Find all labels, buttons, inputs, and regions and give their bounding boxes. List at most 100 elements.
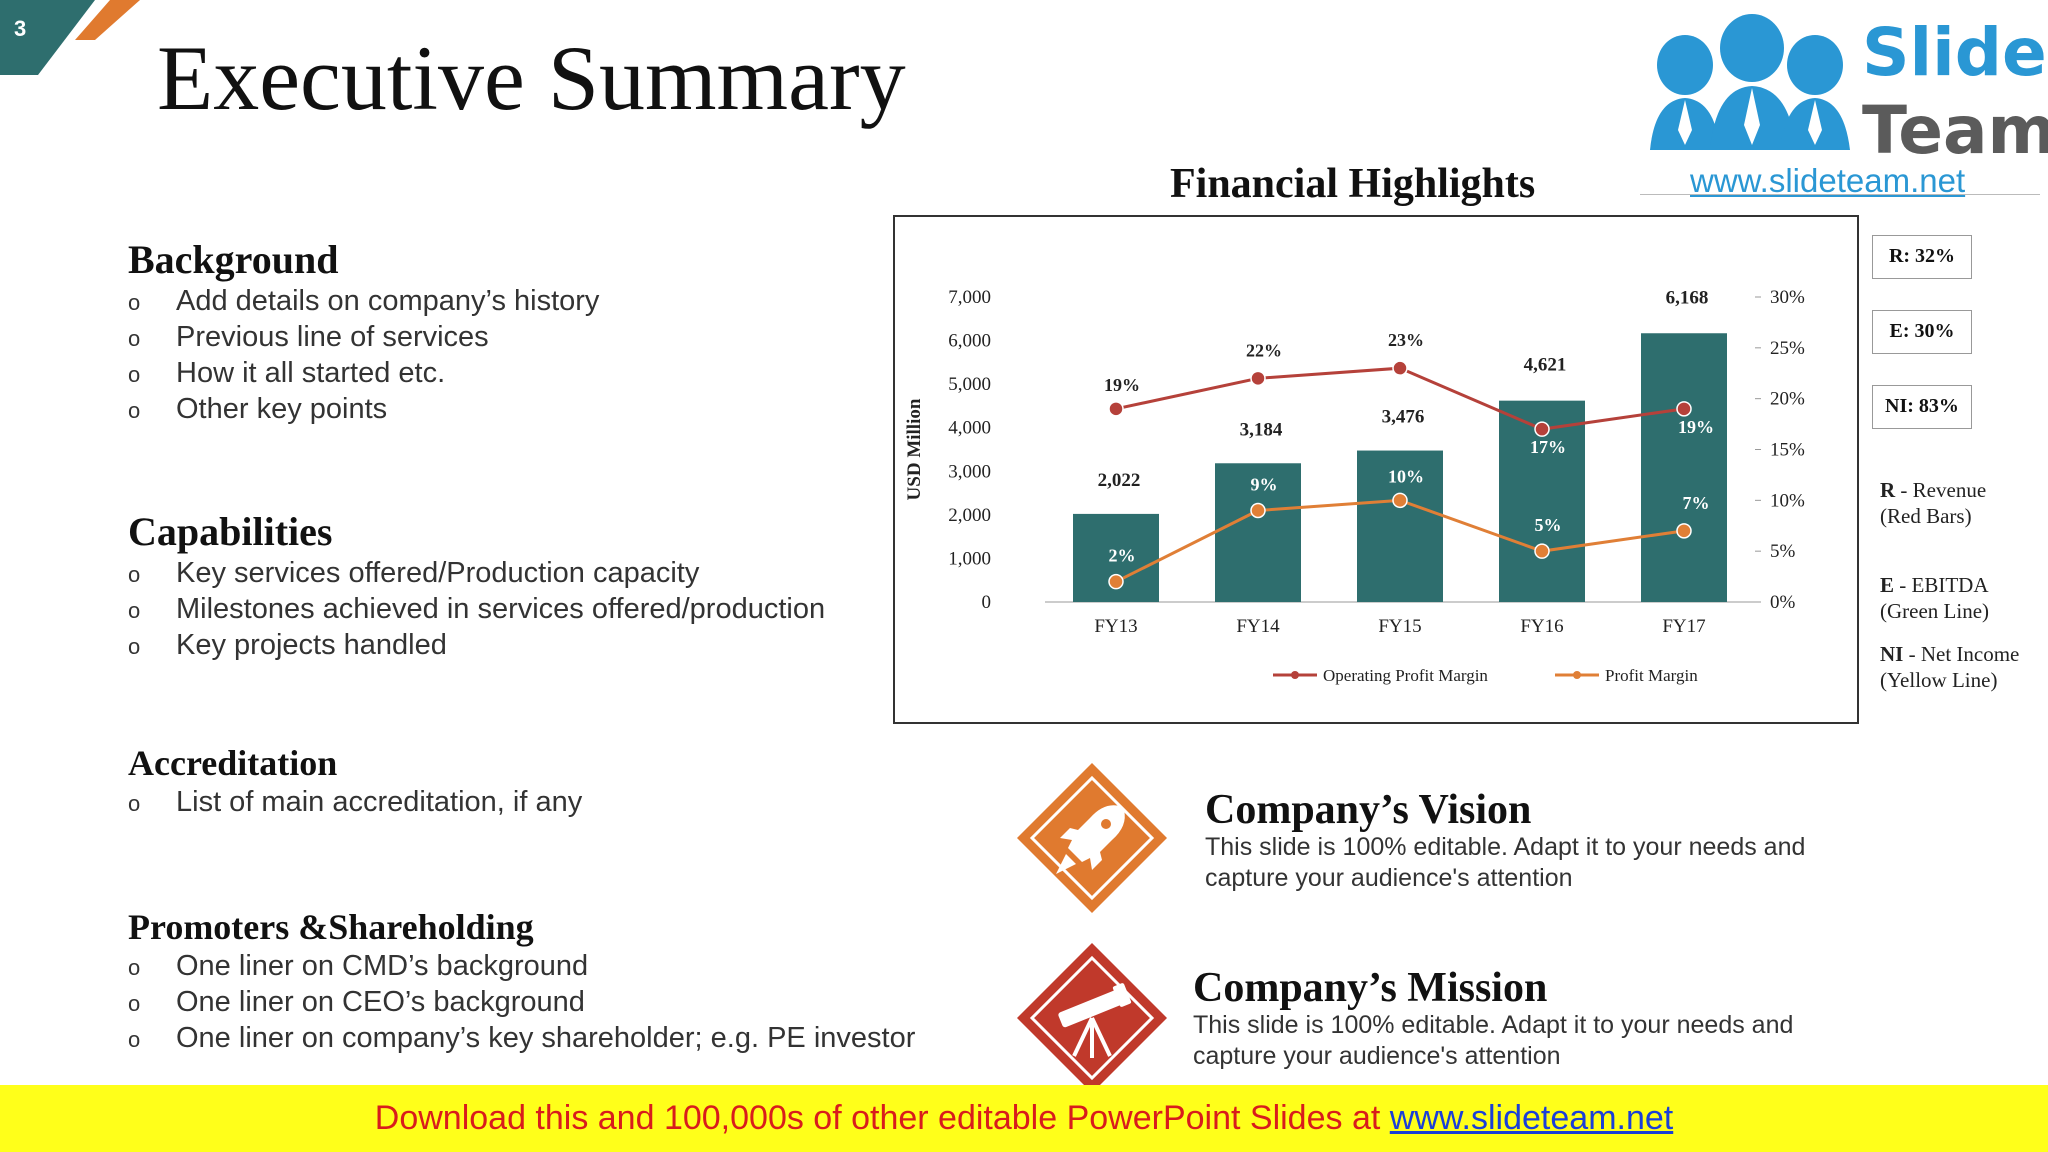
vision-title: Company’s Vision: [1205, 787, 1532, 833]
line-value-label: 23%: [1388, 330, 1424, 350]
bar-value-label: 2,022: [1098, 470, 1141, 491]
y2-tick-label: 10%: [1770, 490, 1805, 511]
y2-tick-label: 5%: [1770, 541, 1796, 562]
bar-value-label: 6,168: [1666, 287, 1709, 308]
logo-word-slide: Slide: [1862, 14, 2047, 91]
section-title: Capabilities: [128, 509, 333, 554]
series-point: [1676, 523, 1692, 539]
logo-url-link[interactable]: www.slideteam.net: [1690, 162, 1966, 199]
list-item: o Key projects handled: [128, 627, 825, 663]
series-point: [1392, 492, 1408, 509]
list-item: o How it all started etc.: [128, 355, 599, 391]
banner-text: Download this and 100,000s of other edit…: [374, 1099, 1390, 1137]
list-item: o One liner on CMD’s background: [128, 948, 915, 984]
section-capabilities: Capabilities o Key services offered/Produ…: [128, 508, 825, 663]
y-tick-label: 3,000: [948, 461, 991, 482]
list-item: o Key services offered/Production capacit…: [128, 555, 825, 591]
y-tick-label: 7,000: [948, 287, 991, 308]
bullet-list: o Key services offered/Production capacit…: [128, 555, 825, 663]
series-point: [1108, 573, 1124, 590]
list-item: o One liner on company’s key shareholder;…: [128, 1020, 915, 1056]
cagr-box-net-income: NI: 83%: [1872, 385, 1972, 429]
bullet-icon: o: [128, 791, 141, 816]
section-title: Background: [128, 237, 339, 282]
series-point: [1534, 421, 1550, 437]
bullet-list: o Add details on company’s history o Previ…: [128, 283, 599, 427]
series-point: [1250, 502, 1266, 519]
y-tick-label: 5,000: [948, 374, 991, 395]
vision-description: This slide is 100% editable. Adapt it to…: [1205, 833, 1806, 892]
list-item: o One liner on CEO’s background: [128, 984, 915, 1020]
chart-title: Financial Highlights: [1170, 161, 1536, 207]
bar-value-label: 3,184: [1240, 419, 1283, 440]
financial-chart: 0 1,000 2,000 3,000 4,000 5,000 6,000 7,000 0% 5%…: [893, 215, 1859, 724]
x-tick-label: FY14: [1236, 616, 1280, 637]
slide-title: Executive Summary: [157, 27, 906, 129]
bullet-icon: o: [128, 598, 141, 623]
y2-tick-label: 20%: [1770, 389, 1805, 410]
legend-revenue: R - Revenue (Red Bars): [1880, 478, 1987, 528]
section-promoters: Promoters &Shareholding o One liner on CM…: [128, 906, 915, 1056]
banner-link[interactable]: www.slideteam.net: [1389, 1099, 1674, 1137]
bullet-icon: o: [128, 290, 141, 315]
y2-tick-label: 25%: [1770, 338, 1805, 359]
y2-tick-label: 15%: [1770, 440, 1805, 461]
mission-title: Company’s Mission: [1193, 965, 1548, 1011]
y-tick-label: 0: [982, 592, 992, 613]
list-item: o List of main accreditation, if any: [128, 784, 582, 820]
x-tick-label: FY13: [1094, 616, 1137, 637]
list-item: o Previous line of services: [128, 319, 599, 355]
chart-canvas: 0 1,000 2,000 3,000 4,000 5,000 6,000 7,000 0% 5%…: [904, 287, 1805, 685]
section-accreditation: Accreditation o List of main accreditatio…: [128, 742, 582, 820]
cagr-box-ebitda: E: 30%: [1872, 310, 1972, 354]
legend-swatch-point: [1291, 671, 1299, 679]
side-panel-divider: [1640, 194, 2040, 195]
bullet-icon: o: [128, 562, 141, 587]
bullet-icon: o: [128, 991, 141, 1016]
bullet-icon: o: [128, 1027, 141, 1052]
bar-value-label: 4,621: [1524, 355, 1567, 376]
slideteam-logo[interactable]: [1640, 0, 2048, 210]
x-tick-label: FY16: [1520, 616, 1563, 637]
legend-label: Operating Profit Margin: [1323, 666, 1488, 685]
bar-value-label: 3,476: [1382, 407, 1425, 428]
line-value-label: 19%: [1104, 375, 1140, 395]
line-value-label: 10%: [1388, 466, 1424, 486]
line-value-label: 22%: [1246, 340, 1282, 360]
slide-number: 3: [14, 16, 26, 41]
legend-ebitda: E - EBITDA (Green Line): [1880, 573, 1990, 623]
rocket-icon: [1056, 805, 1125, 874]
mission-badge: [1017, 943, 1167, 1093]
bullet-list: o One liner on CMD’s background o One line…: [128, 948, 915, 1056]
bullet-icon: o: [128, 955, 141, 980]
telescope-icon: [1058, 983, 1132, 1058]
bar: [1641, 333, 1727, 602]
download-banner: Download this and 100,000s of other edit…: [0, 1085, 2048, 1152]
section-title: Promoters &Shareholding: [128, 907, 534, 947]
logo-word-team: Team: [1862, 92, 2048, 169]
line-value-label: 7%: [1683, 493, 1710, 513]
bullet-list: o List of main accreditation, if any: [128, 784, 582, 820]
people-logo-icon: [1650, 14, 1850, 150]
y-tick-label: 4,000: [948, 418, 991, 439]
y2-tick-label: 30%: [1770, 287, 1805, 308]
line-value-label: 2%: [1109, 546, 1136, 566]
slide-corner-decoration: 3: [0, 0, 140, 75]
section-background: Background o Add details on company’s his…: [128, 236, 599, 427]
x-tick-label: FY17: [1662, 616, 1705, 637]
line-value-label: 5%: [1535, 515, 1562, 535]
line-value-label: 17%: [1530, 437, 1566, 457]
x-tick-label: FY15: [1378, 616, 1421, 637]
series-point: [1392, 360, 1408, 376]
bar: [1357, 450, 1443, 602]
y-tick-label: 1,000: [948, 548, 991, 569]
legend-net-income: NI - Net Income (Yellow Line): [1880, 642, 2020, 692]
y2-tick-label: 0%: [1770, 592, 1796, 613]
list-item: o Milestones achieved in services offered…: [128, 591, 825, 627]
bullet-icon: o: [128, 362, 141, 387]
line-value-label: 19%: [1678, 417, 1714, 437]
bar: [1215, 463, 1301, 602]
legend-label: Profit Margin: [1605, 666, 1698, 685]
list-item: o Add details on company’s history: [128, 283, 599, 319]
y-axis-label: USD Million: [904, 398, 925, 500]
